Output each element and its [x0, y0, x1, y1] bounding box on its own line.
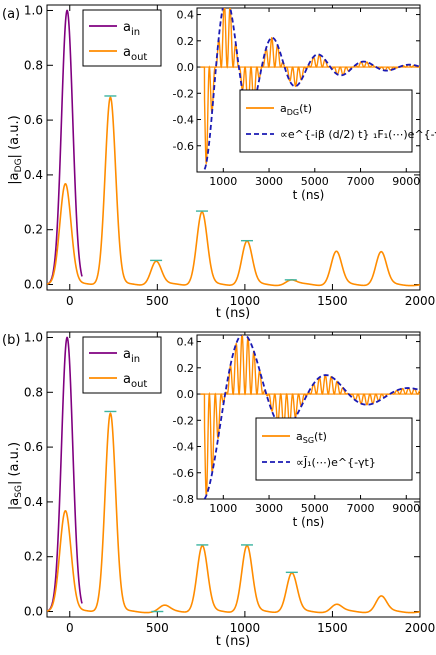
plot-area — [47, 9, 420, 287]
legend-label: ain — [123, 347, 140, 365]
panel-label: (a) — [2, 7, 20, 22]
y-tick-label: 1.0 — [24, 3, 43, 17]
inset-y-tick-label: -0.4 — [173, 441, 194, 454]
inset-y-tick-label: 0.2 — [177, 35, 195, 48]
panel-label: (b) — [2, 333, 20, 348]
legend-box — [82, 336, 162, 394]
legend: ain aout — [82, 9, 162, 67]
inset-x-tick-label: 3000 — [255, 502, 283, 515]
inset-series-solid — [200, 335, 420, 497]
series-a-out — [47, 412, 420, 614]
inset-legend-box — [239, 89, 413, 153]
y-tick-label: 0.0 — [24, 605, 43, 619]
inset-y-tick-label: -0.8 — [173, 493, 194, 506]
inset-series-solid — [200, 8, 420, 166]
y-tick-label: 1.0 — [24, 330, 43, 344]
inset-y-tick-label: -0.6 — [173, 140, 194, 153]
x-tick-label: 500 — [146, 621, 169, 635]
x-tick-label: 500 — [146, 294, 169, 308]
inset-legend: aSG(t) ∝J̃₁(⋯)e^{-γt} — [255, 417, 413, 481]
y-axis-label: |aDG| (a.u.) — [7, 115, 24, 184]
inset-legend: aDG(t) ∝e^{-iβ (d/2) t} ₁F₁(⋯)e^{-γt} — [239, 89, 436, 153]
inset-x-tick-label: 3000 — [255, 175, 283, 188]
x-tick-label: 1500 — [317, 294, 348, 308]
legend: ain aout — [82, 336, 162, 394]
inset-y-tick-label: 0.0 — [177, 61, 195, 74]
series-a-in — [47, 336, 83, 612]
x-tick-label: 0 — [66, 294, 74, 308]
y-axis-label: |aSG| (a.u.) — [7, 442, 24, 510]
y-tick-label: 0.0 — [24, 278, 43, 292]
inset-legend-label: aSG(t) — [296, 430, 327, 445]
inset: 1000 3000 5000 7000 9000 -0.8 -0.6 -0.4 -0.2 0.0 0… — [173, 334, 421, 529]
inset-y-tick-label: -0.2 — [173, 87, 194, 100]
inset: 1000 3000 5000 7000 9000 -0.6 -0.4 -0.2 0.0 0.2 0.… — [173, 7, 436, 202]
inset-x-tick-label: 5000 — [301, 175, 329, 188]
y-tick-label: 0.2 — [24, 223, 43, 237]
panel-1: 0 500 1000 1500 2000 0.0 0.2 0.4 0.6 0.8 1.0 t (ns)… — [2, 330, 435, 649]
plot-area — [47, 336, 420, 614]
y-tick-label: 0.4 — [24, 495, 43, 509]
inset-series-dashed — [203, 8, 420, 170]
series-a-in — [47, 9, 83, 285]
inset-x-axis-label: t (ns) — [293, 188, 325, 202]
x-axis-label: t (ns) — [216, 634, 250, 649]
inset-x-tick-label: 9000 — [392, 502, 420, 515]
x-axis-label: t (ns) — [216, 306, 250, 321]
panel-0: 0 500 1000 1500 2000 0.0 0.2 0.4 0.6 0.8 1.0 t (ns)… — [2, 3, 436, 321]
x-tick-label: 1000 — [230, 621, 261, 635]
inset-x-tick-label: 1000 — [209, 502, 237, 515]
inset-legend-label: aDG(t) — [280, 102, 312, 117]
inset-x-axis-label: t (ns) — [293, 515, 325, 529]
x-tick-label: 2000 — [405, 621, 436, 635]
series-a-out — [47, 96, 420, 287]
inset-y-tick-label: 0.2 — [177, 362, 195, 375]
y-tick-label: 0.2 — [24, 550, 43, 564]
inset-legend-box — [255, 417, 413, 481]
inset-y-tick-label: -0.6 — [173, 467, 194, 480]
y-tick-label: 0.8 — [24, 385, 43, 399]
y-tick-label: 0.6 — [24, 113, 43, 127]
inset-y-tick-label: -0.2 — [173, 414, 194, 427]
inset-y-tick-label: 0.0 — [177, 388, 195, 401]
legend-label: ain — [123, 20, 140, 38]
inset-series-dashed — [203, 335, 420, 499]
inset-y-tick-label: -0.4 — [173, 114, 194, 127]
y-tick-label: 0.8 — [24, 58, 43, 72]
x-tick-label: 1500 — [317, 621, 348, 635]
y-tick-label: 0.6 — [24, 440, 43, 454]
legend-box — [82, 9, 162, 67]
inset-x-tick-label: 5000 — [301, 502, 329, 515]
x-tick-label: 1000 — [230, 294, 261, 308]
inset-x-tick-label: 9000 — [392, 175, 420, 188]
inset-legend-label: ∝e^{-iβ (d/2) t} ₁F₁(⋯)e^{-γt} — [280, 128, 436, 141]
legend-label: aout — [123, 45, 147, 63]
inset-legend-label: ∝J̃₁(⋯)e^{-γt} — [296, 456, 376, 469]
inset-x-tick-label: 7000 — [347, 175, 375, 188]
inset-x-tick-label: 1000 — [209, 175, 237, 188]
legend-label: aout — [123, 372, 147, 390]
inset-x-tick-label: 7000 — [347, 502, 375, 515]
x-tick-label: 2000 — [405, 294, 436, 308]
x-tick-label: 0 — [66, 621, 74, 635]
inset-y-tick-label: 0.4 — [177, 9, 195, 22]
inset-y-tick-label: 0.4 — [177, 336, 195, 349]
y-tick-label: 0.4 — [24, 168, 43, 182]
